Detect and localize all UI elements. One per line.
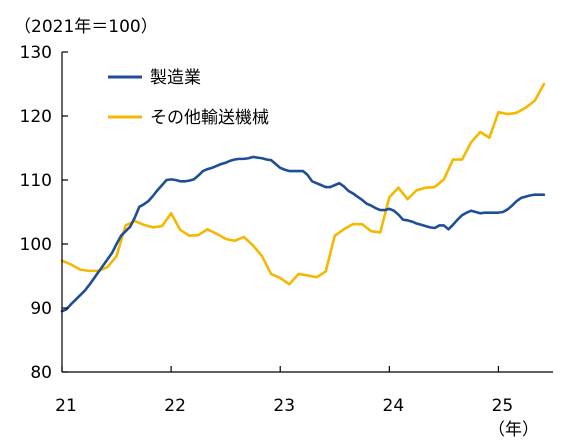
y-tick-label: 80 [30,363,52,383]
y-tick-label: 90 [30,299,52,319]
legend-label-other-transport: その他輸送機械 [150,108,269,128]
series-line-other-transport [60,82,546,286]
x-tick-label: 25 [492,396,514,416]
x-tick-label: 23 [273,396,295,416]
x-axis-ticks [61,366,500,372]
x-tick-label: 24 [383,396,405,416]
legend-label-manufacturing: 製造業 [150,68,201,88]
y-axis-unit-label: （2021年＝100） [14,17,158,37]
y-tick-label: 110 [20,171,52,191]
x-tick-label: 21 [55,396,77,416]
x-axis-unit-label: （年） [488,420,539,440]
series-lines [60,82,546,313]
y-axis-ticks [62,51,68,373]
y-tick-label: 130 [20,43,52,63]
y-tick-label: 100 [20,235,52,255]
legend: 製造業 その他輸送機械 [108,68,269,128]
x-tick-label: 22 [164,396,186,416]
y-tick-label: 120 [20,107,52,127]
series-line-manufacturing [60,155,546,313]
x-tick-labels: 21 22 23 24 25 [55,396,513,416]
y-tick-labels: 80 90 100 110 120 130 [20,43,52,383]
